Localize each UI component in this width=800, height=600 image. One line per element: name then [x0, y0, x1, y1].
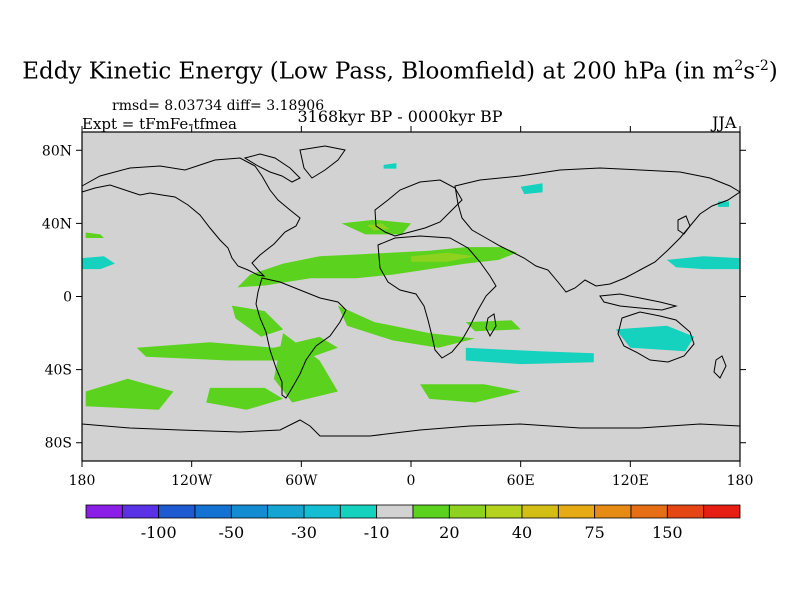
- colorbar-swatch: [230, 504, 269, 519]
- colorbar-label: 75: [584, 523, 604, 542]
- colorbar-swatch: [666, 504, 705, 519]
- experiment-label: Expt = tFmFe-tfmea: [82, 115, 237, 133]
- colorbar-swatch: [339, 504, 378, 519]
- coastline-africa: [377, 235, 497, 359]
- colorbar-swatch: [521, 504, 559, 519]
- region-southern-ocean-east: [420, 384, 521, 403]
- colorbar-swatch: [121, 504, 160, 519]
- region-n-pacific-west: [85, 232, 104, 238]
- region-n-atlantic-core: [411, 252, 475, 262]
- colorbar-swatch: [412, 504, 450, 519]
- region-nw-atlantic-neg: [383, 163, 397, 169]
- colorbar-swatch: [630, 504, 668, 519]
- region-siberia-neg: [520, 183, 543, 195]
- y-tick-label: 40N: [42, 216, 72, 232]
- coastline-europe: [374, 179, 463, 237]
- coastline-new-zealand: [713, 355, 727, 379]
- y-axis: 80N 40N 0 40S 80S: [42, 143, 746, 452]
- colorbar-label: -50: [218, 523, 244, 542]
- coastline-japan: [677, 215, 691, 235]
- colorbar-label: -100: [141, 523, 177, 542]
- x-tick-label: 60E: [507, 473, 535, 489]
- x-tick-label: 180: [69, 473, 96, 489]
- colorbar-swatch: [158, 504, 196, 519]
- region-e-pacific-blob: [231, 305, 284, 337]
- season-label: JJA: [712, 113, 737, 132]
- coastline-madagascar: [485, 313, 497, 338]
- y-tick-label: 0: [63, 290, 72, 306]
- coastline-north-america: [81, 157, 301, 277]
- colorbar-label: 150: [652, 523, 683, 542]
- colorbar-swatch: [267, 504, 305, 519]
- region-s-indian-band: [465, 320, 521, 332]
- colorbar-label: 20: [439, 523, 459, 542]
- region-southern-ocean-west: [85, 378, 174, 410]
- coastline-asia: [454, 167, 741, 293]
- colorbar-swatch: [703, 504, 741, 519]
- x-tick-label: 120W: [171, 473, 213, 489]
- region-n-pacific-east-neg: [82, 256, 115, 270]
- colorbar-label: -10: [364, 523, 390, 542]
- anomaly-regions: [82, 163, 740, 410]
- colorbar-swatch: [376, 504, 414, 519]
- region-indian-ocean-neg: [465, 347, 594, 365]
- stats-label: rmsd= 8.03734 diff= 3.18906: [112, 98, 325, 114]
- coastline-antarctica: [81, 419, 741, 437]
- coastline-south-america: [255, 277, 347, 399]
- coastline-arctic-islands: [243, 153, 301, 183]
- coastline-greenland: [299, 145, 346, 179]
- y-tick-label: 40S: [45, 363, 72, 379]
- x-axis: 180 120W 60W 0 60E 120E 180: [69, 126, 754, 489]
- colorbar-swatch: [557, 504, 596, 519]
- colorbar: -100 -50 -30 -10 20 40 75 150: [85, 504, 741, 542]
- colorbar-swatch: [303, 504, 341, 519]
- x-tick-label: 60W: [285, 473, 318, 489]
- region-w-pacific-neg: [666, 256, 740, 270]
- colorbar-label: 40: [512, 523, 532, 542]
- colorbar-swatch: [194, 504, 232, 519]
- colorbar-swatch: [594, 504, 632, 519]
- colorbar-label: -30: [291, 523, 317, 542]
- region-s-atlantic-band: [337, 305, 475, 348]
- period-label: 3168kyr BP - 0000kyr BP: [297, 107, 503, 126]
- plot-background: [82, 132, 740, 461]
- region-s-america-blob: [273, 333, 338, 403]
- chart-title: Eddy Kinetic Energy (Low Pass, Bloomfiel…: [22, 58, 778, 85]
- y-tick-label: 80S: [45, 436, 72, 452]
- region-southern-ocean-mid: [206, 387, 284, 410]
- colorbar-swatch: [448, 504, 487, 519]
- coastline-australia: [617, 311, 695, 363]
- coastlines: [81, 145, 741, 437]
- region-australia-neg: [615, 325, 695, 352]
- coastline-indonesia: [599, 293, 678, 311]
- x-tick-label: 120E: [612, 473, 649, 489]
- y-tick-label: 80N: [42, 143, 72, 159]
- x-tick-label: 180: [727, 473, 754, 489]
- colorbar-swatch: [85, 504, 123, 519]
- region-chukchi-neg: [718, 201, 729, 207]
- x-tick-label: 0: [407, 473, 416, 489]
- colorbar-swatch: [485, 504, 523, 519]
